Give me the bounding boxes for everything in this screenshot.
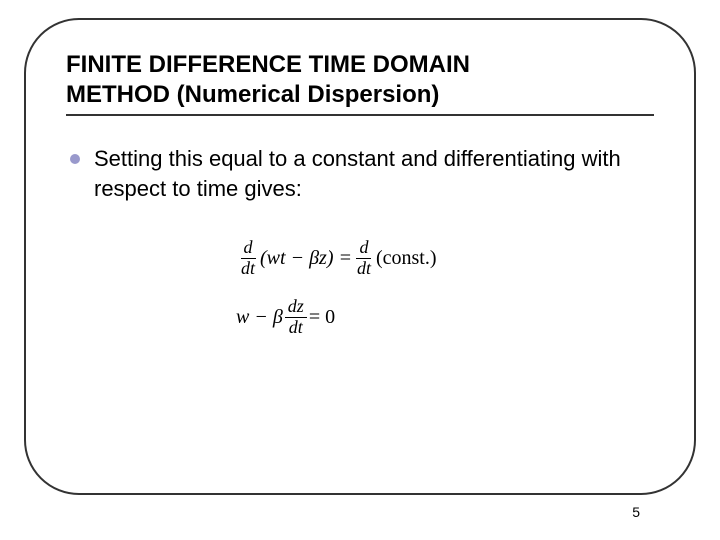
fraction-2: d dt (354, 238, 374, 279)
fraction-1: d dt (238, 238, 258, 279)
frac-numerator: d (356, 238, 371, 259)
bullet-item: Setting this equal to a constant and dif… (70, 144, 654, 203)
equation-2: w − β dz dt = 0 (236, 297, 654, 338)
frac-numerator: dz (285, 297, 307, 318)
bullet-icon (70, 154, 80, 164)
title-line-2: METHOD (Numerical Dispersion) (66, 81, 439, 108)
title-line-1: FINITE DIFFERENCE TIME DOMAIN (66, 51, 470, 78)
page-number: 5 (632, 504, 640, 520)
bullet-text: Setting this equal to a constant and dif… (94, 144, 654, 203)
frac-denominator: dt (238, 259, 258, 279)
slide-frame: FINITE DIFFERENCE TIME DOMAIN METHOD (Nu… (24, 18, 696, 495)
fraction-3: dz dt (285, 297, 307, 338)
equation-1: d dt (wt − βz) = d dt (const.) (236, 238, 654, 279)
frac-denominator: dt (354, 259, 374, 279)
eq2-tail: = 0 (309, 306, 335, 329)
frac-numerator: d (241, 238, 256, 259)
eq1-tail: (const.) (376, 247, 437, 270)
equations-block: d dt (wt − βz) = d dt (const.) w − β dz … (236, 238, 654, 337)
slide-title: FINITE DIFFERENCE TIME DOMAIN METHOD (Nu… (66, 50, 654, 114)
frac-denominator: dt (286, 318, 306, 338)
eq1-body: (wt − βz) = (260, 247, 352, 270)
title-underline (66, 114, 654, 116)
eq2-pre: w − β (236, 306, 283, 329)
